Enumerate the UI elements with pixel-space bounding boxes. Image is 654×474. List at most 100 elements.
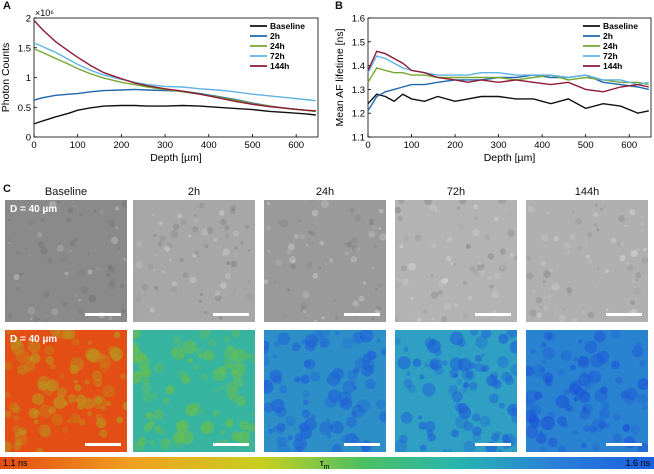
- texture-speck: [106, 272, 111, 277]
- texture-blob: [451, 391, 463, 403]
- texture-blob: [558, 445, 566, 452]
- texture-speck: [69, 239, 76, 246]
- texture-speck: [498, 264, 507, 272]
- texture-blob: [220, 429, 226, 435]
- texture-blob: [319, 337, 330, 348]
- texture-speck: [478, 262, 482, 266]
- colorbar-min-label: 1.1 ns: [3, 458, 28, 468]
- texture-speck: [234, 253, 237, 256]
- texture-blob: [133, 330, 141, 340]
- texture-blob: [225, 419, 234, 429]
- texture-speck: [310, 200, 314, 203]
- texture-blob: [87, 349, 102, 363]
- texture-blob: [276, 422, 286, 432]
- y-tick-label: 1.5: [18, 43, 31, 54]
- legend-label-baseline: Baseline: [603, 21, 638, 31]
- texture-speck: [272, 280, 277, 284]
- series-line-24h: [367, 67, 649, 86]
- texture-blob: [191, 402, 201, 412]
- texture-speck: [536, 312, 542, 318]
- texture-blob: [395, 440, 408, 452]
- texture-blob: [424, 362, 429, 368]
- texture-speck: [437, 290, 443, 296]
- texture-speck: [108, 219, 116, 227]
- texture-blob: [141, 384, 152, 395]
- texture-blob: [143, 378, 151, 386]
- texture-speck: [286, 249, 292, 255]
- texture-speck: [155, 254, 158, 257]
- texture-speck: [62, 302, 68, 307]
- texture-blob: [200, 420, 215, 435]
- texture-blob: [223, 347, 238, 362]
- texture-blob: [583, 379, 594, 390]
- lifetime-tile-24h: [264, 330, 386, 452]
- lifetime-tile-144h: [526, 330, 648, 452]
- texture-speck: [596, 267, 600, 271]
- texture-speck: [507, 229, 515, 237]
- texture-blob: [584, 340, 598, 354]
- texture-speck: [37, 241, 45, 249]
- texture-speck: [465, 243, 472, 250]
- texture-speck: [334, 316, 339, 320]
- texture-speck: [224, 272, 231, 279]
- texture-blob: [632, 345, 644, 358]
- texture-blob: [237, 431, 251, 444]
- texture-speck: [585, 254, 591, 260]
- texture-blob: [536, 433, 547, 444]
- texture-blob: [64, 401, 68, 406]
- texture-blob: [157, 428, 165, 436]
- texture-speck: [311, 231, 315, 235]
- texture-speck: [114, 225, 119, 230]
- texture-blob: [376, 338, 381, 343]
- texture-speck: [218, 315, 223, 320]
- texture-speck: [352, 300, 359, 307]
- texture-speck: [459, 200, 467, 205]
- texture-blob: [99, 429, 108, 438]
- texture-blob: [586, 373, 593, 380]
- texture-blob: [578, 373, 591, 386]
- texture-blob: [304, 334, 319, 348]
- series-line-baseline: [367, 93, 649, 114]
- texture-speck: [203, 310, 208, 315]
- texture-speck: [372, 224, 378, 231]
- texture-blob: [133, 371, 143, 384]
- texture-speck: [510, 253, 514, 257]
- texture-blob: [271, 398, 285, 413]
- texture-speck: [424, 200, 432, 205]
- texture-speck: [158, 221, 162, 225]
- y-tick-label: 1.4: [352, 61, 365, 72]
- texture-speck: [526, 272, 534, 280]
- texture-blob: [87, 340, 93, 345]
- texture-blob: [5, 410, 12, 418]
- texture-speck: [400, 265, 407, 272]
- texture-blob: [228, 393, 239, 403]
- texture-speck: [489, 284, 494, 289]
- texture-speck: [619, 255, 626, 262]
- texture-blob: [622, 424, 630, 433]
- texture-blob: [456, 378, 463, 385]
- texture-blob: [51, 413, 64, 426]
- lifetime-tile-72h: [395, 330, 517, 452]
- scale-bar: [344, 443, 380, 446]
- texture-blob: [501, 434, 510, 442]
- texture-blob: [177, 369, 187, 379]
- texture-blob: [243, 352, 250, 360]
- texture-blob: [277, 332, 291, 346]
- texture-blob: [578, 339, 583, 344]
- texture-speck: [625, 262, 631, 268]
- texture-speck: [69, 249, 72, 253]
- depth-label: D = 40 µm: [10, 204, 58, 215]
- texture-blob: [557, 369, 565, 377]
- texture-blob: [356, 403, 361, 408]
- texture-speck: [77, 307, 85, 315]
- texture-blob: [92, 395, 107, 410]
- texture-speck: [472, 229, 480, 237]
- texture-blob: [442, 449, 448, 452]
- texture-speck: [437, 279, 446, 288]
- texture-blob: [605, 423, 610, 428]
- texture-blob: [541, 342, 547, 348]
- texture-blob: [67, 419, 72, 424]
- texture-blob: [461, 386, 468, 393]
- y-tick-label: 0: [26, 133, 31, 144]
- texture-blob: [426, 429, 434, 437]
